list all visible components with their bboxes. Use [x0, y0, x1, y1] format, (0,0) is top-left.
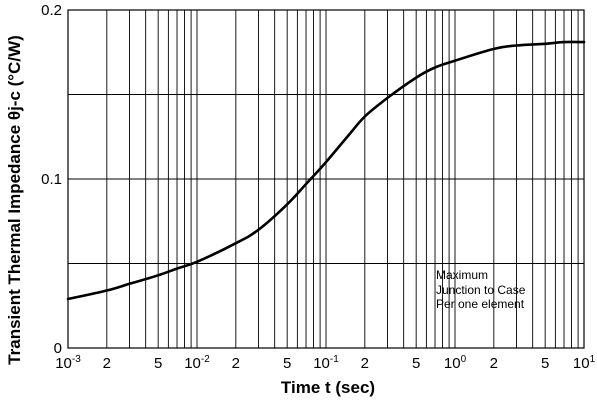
x-tick-label: 10-1	[313, 354, 339, 372]
annotation-line-1: Maximum	[436, 268, 488, 282]
plot-frame	[67, 9, 585, 349]
x-tick-label: 5	[541, 355, 549, 372]
x-tick-label: 2	[490, 355, 498, 372]
x-tick-labels: 10-3 2 5 10-2 2 5 10-1 2 5 100 2 5 101	[55, 354, 595, 372]
x-axis-label: Time t (sec)	[281, 378, 375, 397]
x-tick-label: 5	[412, 355, 420, 372]
annotation-box: Maximum Junction to Case Per one element	[436, 268, 526, 311]
annotation-line-3: Per one element	[436, 297, 525, 311]
x-tick-label: 2	[232, 355, 240, 372]
y-tick-label: 0.1	[41, 171, 62, 188]
y-tick-label: 0.2	[41, 2, 62, 19]
x-tick-label: 101	[573, 354, 596, 372]
series-layer	[66, 40, 586, 301]
series-line	[66, 40, 586, 301]
x-tick-label: 2	[361, 355, 369, 372]
y-tick-label: 0	[54, 340, 62, 357]
x-tick-label: 100	[444, 354, 467, 372]
x-tick-label: 10-2	[184, 354, 210, 372]
x-tick-label: 2	[103, 355, 111, 372]
x-tick-label: 5	[154, 355, 162, 372]
x-tick-label: 10-3	[55, 354, 81, 372]
x-tick-label: 5	[283, 355, 291, 372]
y-tick-labels: 0 0.1 0.2	[41, 2, 62, 357]
grid-lines	[67, 10, 584, 348]
annotation-line-2: Junction to Case	[436, 283, 526, 297]
y-axis-label: Transient Thermal Impedance θj-c (°C/W)	[5, 35, 24, 365]
